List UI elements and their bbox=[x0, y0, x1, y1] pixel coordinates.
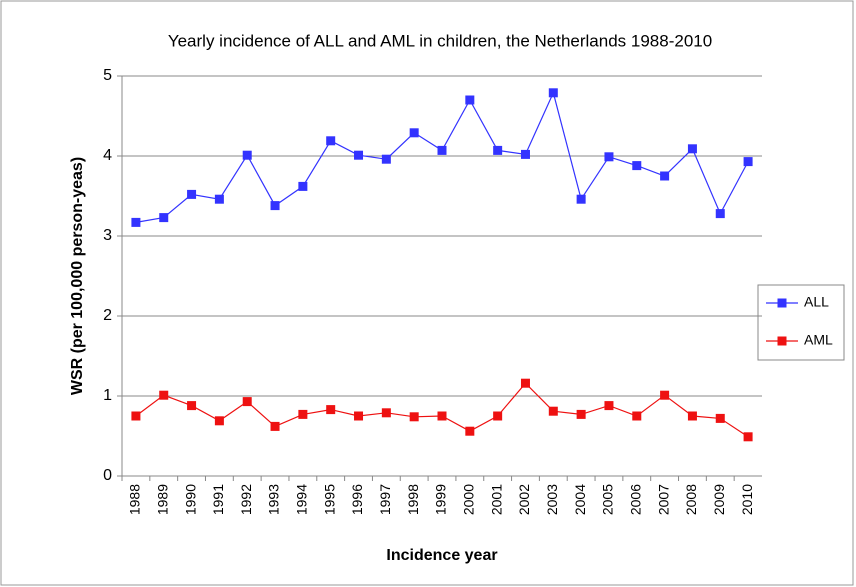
data-point bbox=[548, 88, 558, 98]
data-point bbox=[743, 157, 753, 167]
x-tick-label: 1996 bbox=[349, 484, 365, 515]
legend-box bbox=[757, 284, 845, 361]
x-tick-label: 2007 bbox=[655, 484, 671, 515]
x-tick-label: 1993 bbox=[266, 484, 282, 515]
data-point bbox=[493, 145, 503, 155]
data-point bbox=[298, 181, 308, 191]
legend-label: AML bbox=[804, 332, 833, 348]
x-tick-label: 1997 bbox=[377, 484, 393, 515]
data-point bbox=[520, 149, 530, 159]
x-tick-label: 2000 bbox=[461, 484, 477, 515]
data-point bbox=[214, 194, 224, 204]
data-point bbox=[242, 150, 252, 160]
y-tick-label: 0 bbox=[103, 467, 112, 484]
x-tick-label: 1991 bbox=[210, 484, 226, 515]
data-point bbox=[187, 189, 197, 199]
data-point bbox=[131, 411, 141, 421]
data-point bbox=[604, 401, 614, 411]
data-point bbox=[187, 401, 197, 411]
data-point bbox=[660, 171, 670, 181]
data-point bbox=[493, 411, 503, 421]
y-axis-label: WSR (per 100,000 person-yeas) bbox=[69, 157, 86, 395]
x-tick-label: 2003 bbox=[544, 484, 560, 515]
data-point bbox=[298, 409, 308, 419]
data-point bbox=[743, 432, 753, 442]
x-tick-label: 1994 bbox=[294, 484, 310, 515]
data-point bbox=[437, 411, 447, 421]
x-tick-label: 1998 bbox=[405, 484, 421, 515]
data-point bbox=[270, 201, 280, 211]
x-tick-label: 1995 bbox=[321, 484, 337, 515]
y-tick-label: 4 bbox=[103, 147, 112, 164]
data-point bbox=[437, 145, 447, 155]
data-point bbox=[576, 409, 586, 419]
data-point bbox=[381, 154, 391, 164]
data-point bbox=[465, 426, 475, 436]
data-point bbox=[715, 209, 725, 219]
data-point bbox=[660, 390, 670, 400]
data-point bbox=[687, 411, 697, 421]
data-point bbox=[270, 421, 280, 431]
data-point bbox=[159, 390, 169, 400]
data-point bbox=[326, 405, 336, 415]
data-point bbox=[604, 152, 614, 162]
y-tick-label: 3 bbox=[103, 227, 112, 244]
data-point bbox=[354, 150, 364, 160]
x-tick-label: 1990 bbox=[182, 484, 198, 515]
data-point bbox=[326, 136, 336, 146]
data-point bbox=[242, 397, 252, 407]
legend-marker bbox=[777, 336, 787, 346]
x-axis-label: Incidence year bbox=[386, 547, 497, 564]
legend-marker bbox=[777, 298, 787, 308]
data-point bbox=[214, 416, 224, 426]
data-point bbox=[632, 161, 642, 171]
data-point bbox=[381, 408, 391, 418]
x-tick-label: 1989 bbox=[154, 484, 170, 515]
chart-title: Yearly incidence of ALL and AML in child… bbox=[168, 31, 712, 50]
x-tick-label: 2010 bbox=[739, 484, 755, 515]
data-point bbox=[632, 411, 642, 421]
x-tick-label: 2002 bbox=[516, 484, 532, 515]
x-tick-label: 2001 bbox=[488, 484, 504, 515]
x-tick-label: 2008 bbox=[683, 484, 699, 515]
x-tick-label: 1999 bbox=[433, 484, 449, 515]
legend-label: ALL bbox=[804, 294, 829, 310]
data-point bbox=[687, 144, 697, 154]
y-tick-label: 1 bbox=[103, 387, 112, 404]
data-point bbox=[576, 194, 586, 204]
data-point bbox=[409, 412, 419, 422]
x-tick-label: 2009 bbox=[711, 484, 727, 515]
data-point bbox=[354, 411, 364, 421]
x-tick-label: 2006 bbox=[627, 484, 643, 515]
data-point bbox=[520, 378, 530, 388]
data-point bbox=[715, 413, 725, 423]
data-point bbox=[159, 213, 169, 223]
x-tick-label: 1988 bbox=[127, 484, 143, 515]
data-point bbox=[548, 406, 558, 416]
x-tick-label: 1992 bbox=[238, 484, 254, 515]
x-tick-label: 2005 bbox=[600, 484, 616, 515]
y-tick-label: 2 bbox=[103, 307, 112, 324]
data-point bbox=[465, 95, 475, 105]
y-tick-label: 5 bbox=[103, 67, 112, 84]
x-tick-label: 2004 bbox=[572, 484, 588, 515]
data-point bbox=[409, 128, 419, 138]
data-point bbox=[131, 217, 141, 227]
